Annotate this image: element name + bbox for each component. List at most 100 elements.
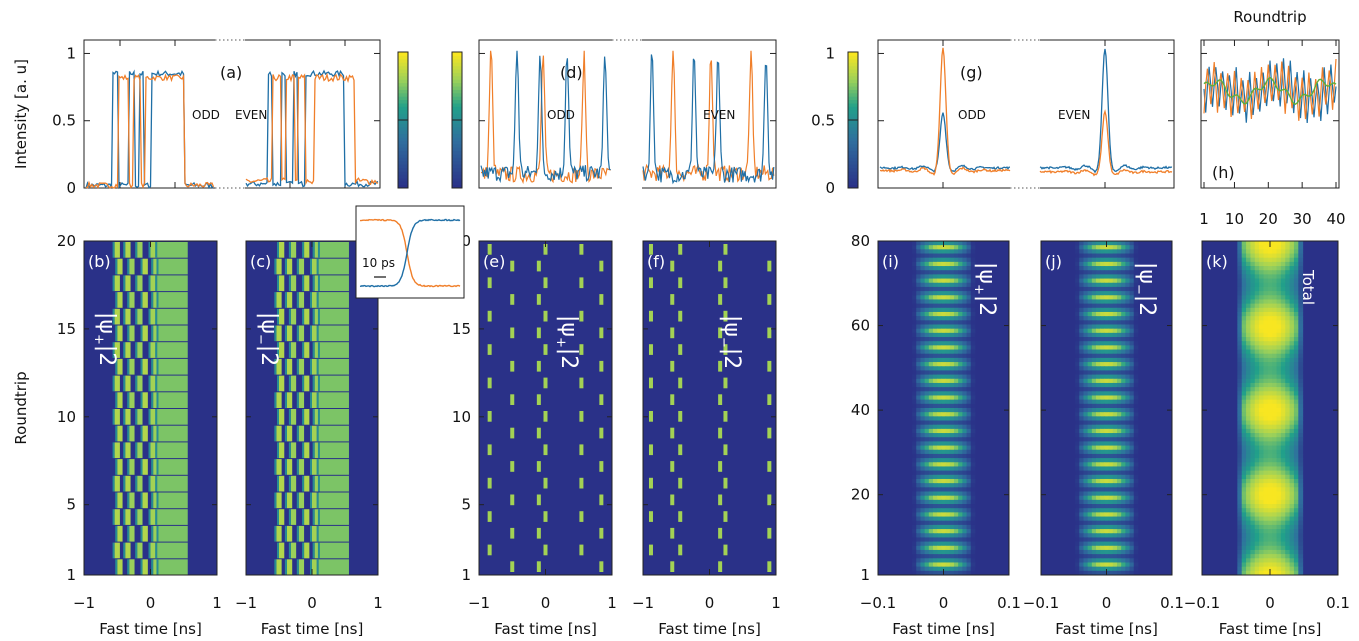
pulse-cell	[1116, 332, 1122, 338]
map-spike	[487, 377, 492, 389]
map-spike	[543, 411, 548, 422]
colorbar-cell	[452, 120, 462, 124]
pulse-cell	[1091, 241, 1097, 246]
pulse-cell	[1083, 424, 1089, 430]
pulse-cell	[1096, 241, 1101, 246]
pulse-cell	[1289, 299, 1295, 305]
pulse-cell	[1116, 403, 1122, 409]
map-cell	[319, 342, 349, 358]
pulse-cell	[1254, 570, 1260, 576]
pulse-cell	[1121, 278, 1126, 284]
pulse-cell	[928, 337, 934, 342]
pulse-cell	[1246, 474, 1251, 480]
pulse-cell	[1079, 466, 1084, 472]
pulse-cell	[941, 345, 947, 351]
pulse-cell	[966, 395, 972, 401]
pulse-cell	[1289, 241, 1295, 246]
map-cell	[314, 509, 320, 525]
pulse-cell	[937, 316, 942, 321]
pulse-cell	[933, 416, 938, 422]
pulse-cell	[1267, 433, 1273, 438]
pulse-cell	[949, 332, 955, 338]
pulse-cell	[937, 545, 942, 551]
pulse-cell	[1267, 249, 1273, 255]
pulse-cell	[1254, 266, 1260, 271]
pulse-cell	[1267, 341, 1273, 346]
map-spike	[648, 511, 653, 522]
pulse-cell	[1112, 353, 1118, 359]
pulse-cell	[1121, 483, 1126, 488]
pulse-cell	[916, 428, 921, 434]
pulse-cell	[924, 278, 930, 284]
pulse-cell	[1259, 524, 1264, 530]
map-edge	[277, 375, 279, 392]
pulse-cell	[1259, 537, 1264, 543]
pulse-cell	[1125, 253, 1131, 259]
pulse-cell	[937, 495, 942, 501]
pulse-cell	[949, 470, 955, 476]
pulse-cell	[916, 387, 921, 392]
pulse-cell	[1272, 266, 1278, 271]
pulse-cell	[912, 520, 917, 526]
pulse-cell	[1280, 311, 1286, 317]
pulse-cell	[1133, 433, 1139, 438]
pulse-cell	[1083, 374, 1089, 380]
pulse-cell	[966, 537, 972, 543]
panel-tag-a: (a)	[220, 63, 242, 82]
map-edge	[296, 258, 299, 275]
pulse-cell	[1298, 562, 1304, 568]
pulse-cell	[1133, 345, 1139, 351]
pulse-cell	[1075, 382, 1080, 388]
colorbar-cell	[452, 174, 462, 179]
pulse-cell	[937, 399, 942, 405]
pulse-cell	[1083, 387, 1089, 392]
pulse-cell	[966, 366, 972, 371]
map-edge	[312, 509, 315, 525]
pulse-cell	[1267, 270, 1273, 275]
pulse-cell	[924, 295, 930, 300]
pulse-cell	[1129, 382, 1135, 388]
pulse-cell	[1116, 449, 1122, 455]
pulse-cell	[1276, 278, 1282, 284]
map-edge	[151, 325, 154, 342]
pulse-cell	[1259, 282, 1264, 288]
pulse-cell	[1108, 487, 1114, 492]
colorbar-cell	[848, 52, 858, 56]
pulse-cell	[941, 303, 947, 309]
pulse-cell	[970, 311, 976, 317]
pulse-cell	[1263, 433, 1269, 438]
pulse-cell	[1259, 420, 1264, 426]
y-tick-label: 5	[461, 496, 471, 514]
colorbar-cell	[398, 69, 408, 73]
map-spike	[718, 427, 723, 439]
pulse-cell	[1285, 512, 1291, 518]
pulse-cell	[1104, 449, 1110, 455]
pulse-cell	[1285, 491, 1291, 497]
pulse-cell	[1241, 395, 1247, 401]
pulse-cell	[1289, 499, 1295, 505]
pulse-cell	[1091, 458, 1097, 463]
pulse-cell	[1259, 345, 1264, 351]
pulse-cell	[953, 512, 959, 518]
map-edge	[148, 542, 151, 559]
pulse-cell	[1100, 370, 1105, 376]
pulse-cell	[1267, 370, 1273, 376]
map-spike	[510, 327, 515, 339]
pulse-cell	[1087, 420, 1093, 426]
pulse-cell	[1104, 529, 1110, 534]
pulse-cell	[937, 437, 942, 442]
pulse-cell	[1129, 466, 1135, 472]
pulse-cell	[962, 337, 968, 342]
pulse-cell	[1112, 316, 1118, 321]
pulse-cell	[945, 270, 951, 275]
label-sup: |2	[94, 345, 119, 366]
map-spike	[487, 277, 492, 289]
pulse-cell	[1075, 554, 1080, 559]
pulse-cell	[945, 512, 951, 518]
pulse-cell	[1276, 274, 1282, 280]
pulse-cell	[1104, 257, 1110, 263]
pulse-cell	[920, 395, 926, 401]
pulse-cell	[1272, 291, 1278, 296]
pulse-cell	[1241, 558, 1247, 563]
pulse-cell	[920, 437, 926, 442]
